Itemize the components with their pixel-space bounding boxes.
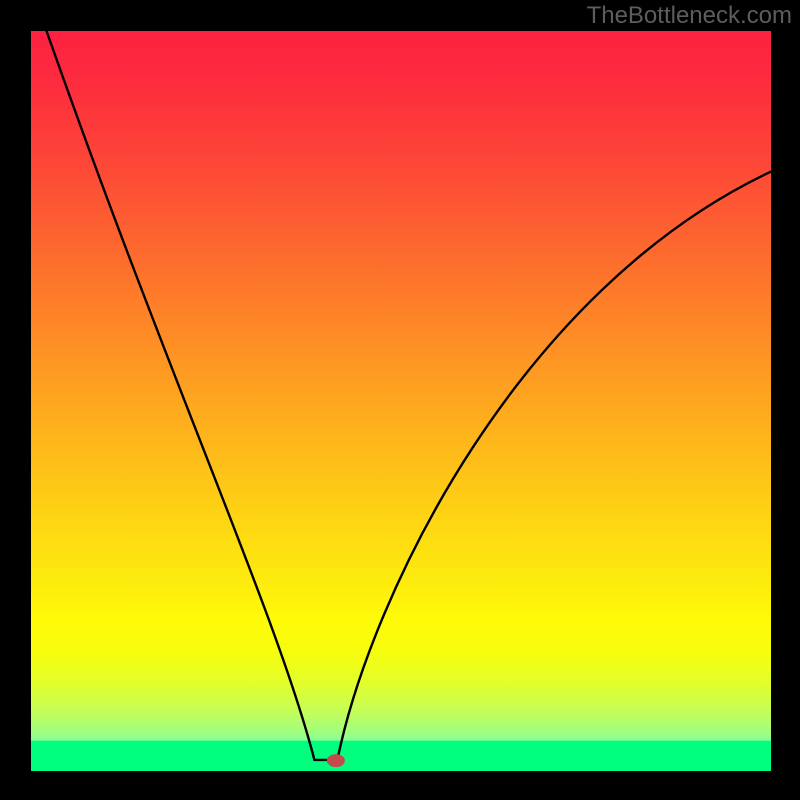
watermark-text: TheBottleneck.com [587,2,792,30]
plot-svg [31,31,771,771]
gradient-background [31,31,771,771]
plot-area [31,31,771,771]
chart-frame: TheBottleneck.com [0,0,800,800]
optimal-point-marker [327,754,345,767]
green-band [31,741,771,771]
